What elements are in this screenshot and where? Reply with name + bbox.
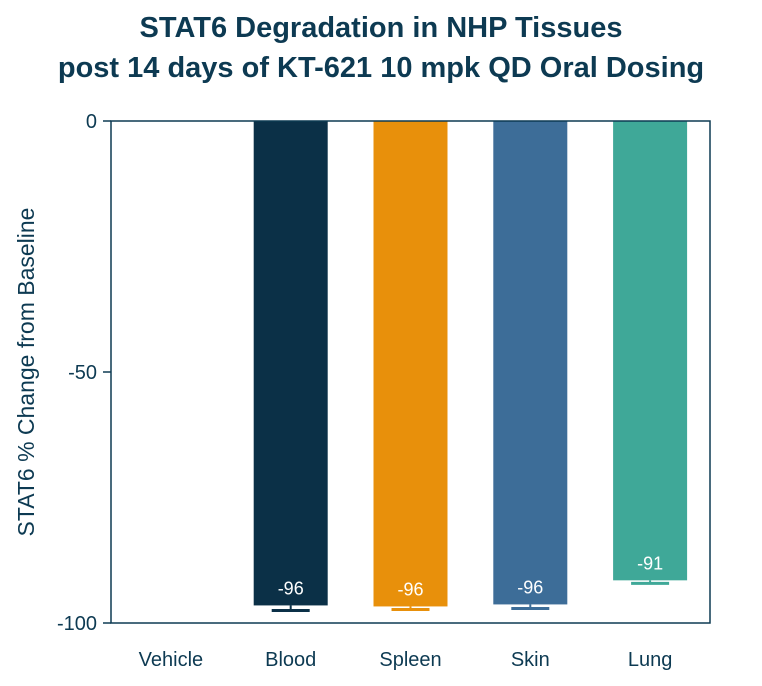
data-label-spleen: -96	[397, 579, 423, 599]
data-label-skin: -96	[517, 577, 543, 597]
bar-lung	[613, 121, 688, 581]
x-tick-label-spleen: Spleen	[379, 649, 441, 671]
bar-blood	[253, 121, 328, 606]
y-axis-label: STAT6 % Change from Baseline	[13, 208, 39, 537]
x-tick-label-vehicle: Vehicle	[139, 649, 204, 671]
x-tick-label-blood: Blood	[265, 649, 316, 671]
bar-spleen	[373, 121, 448, 607]
x-tick-label-skin: Skin	[511, 649, 550, 671]
chart-title-line-1: STAT6 Degradation in NHP Tissues	[139, 12, 623, 44]
y-tick-label-0: 0	[86, 111, 97, 133]
data-label-lung: -91	[637, 553, 663, 573]
data-label-blood: -96	[278, 578, 304, 598]
chart-title-line-2: post 14 days of KT-621 10 mpk QD Oral Do…	[57, 52, 705, 84]
x-tick-label-lung: Lung	[628, 649, 673, 671]
y-tick-label-1: -50	[68, 362, 97, 384]
bar-skin	[493, 121, 568, 605]
y-tick-label-2: -100	[57, 613, 97, 635]
